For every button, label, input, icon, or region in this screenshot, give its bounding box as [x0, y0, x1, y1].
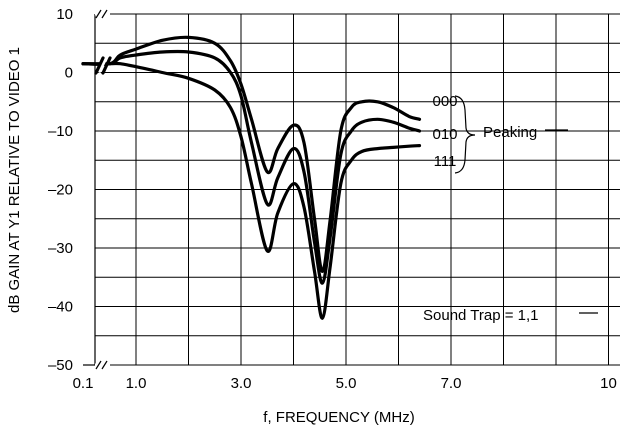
series-000-line: [81, 35, 422, 273]
axis-break-marks: [83, 9, 110, 370]
axis-break-bottom-1: [95, 360, 102, 370]
x-tick-label: 3.0: [231, 375, 252, 392]
axis-break-top-2: [101, 9, 108, 19]
curve-break-2: [101, 56, 112, 75]
peaking-label: Peaking: [483, 124, 537, 141]
label-111: 111: [434, 153, 457, 170]
annotations: 000 010 111 Peaking Sound Trap = 1,1: [423, 93, 598, 324]
x-tick-label: 5.0: [336, 375, 357, 392]
y-tick-label: 0: [65, 65, 73, 82]
x-tick-label: 10: [600, 375, 617, 392]
label-000: 000: [432, 93, 457, 110]
y-tick-label: –10: [48, 123, 73, 140]
y-tick-label: –40: [48, 299, 73, 316]
curves: [81, 35, 422, 320]
x-tick-label: 0.1: [73, 375, 94, 392]
y-tick-label: 10: [56, 6, 73, 23]
y-tick-label: –50: [48, 357, 73, 374]
x-tick-label: 7.0: [441, 375, 462, 392]
tick-labels: 0.1 1.0 3.0 5.0 7.0 10 10 0 –10 –20 –30 –40 –50: [48, 6, 617, 392]
curve-break-1: [94, 56, 105, 75]
y-tick-label: –30: [48, 240, 73, 257]
grid: [94, 13, 620, 366]
series-010-line: [81, 49, 422, 285]
label-010: 010: [432, 126, 457, 143]
series-111-line: [81, 61, 422, 320]
x-tick-label: 1.0: [126, 375, 147, 392]
y-tick-label: –20: [48, 182, 73, 199]
axis-break-bottom-2: [101, 360, 108, 370]
label-brace: [454, 95, 476, 174]
x-axis-label: f, FREQUENCY (MHz): [263, 409, 414, 426]
y-axis-label: dB GAIN AT Y1 RELATIVE TO VIDEO 1: [6, 47, 23, 313]
axis-break-top-1: [95, 9, 102, 19]
sound-trap-label: Sound Trap = 1,1: [423, 307, 539, 324]
